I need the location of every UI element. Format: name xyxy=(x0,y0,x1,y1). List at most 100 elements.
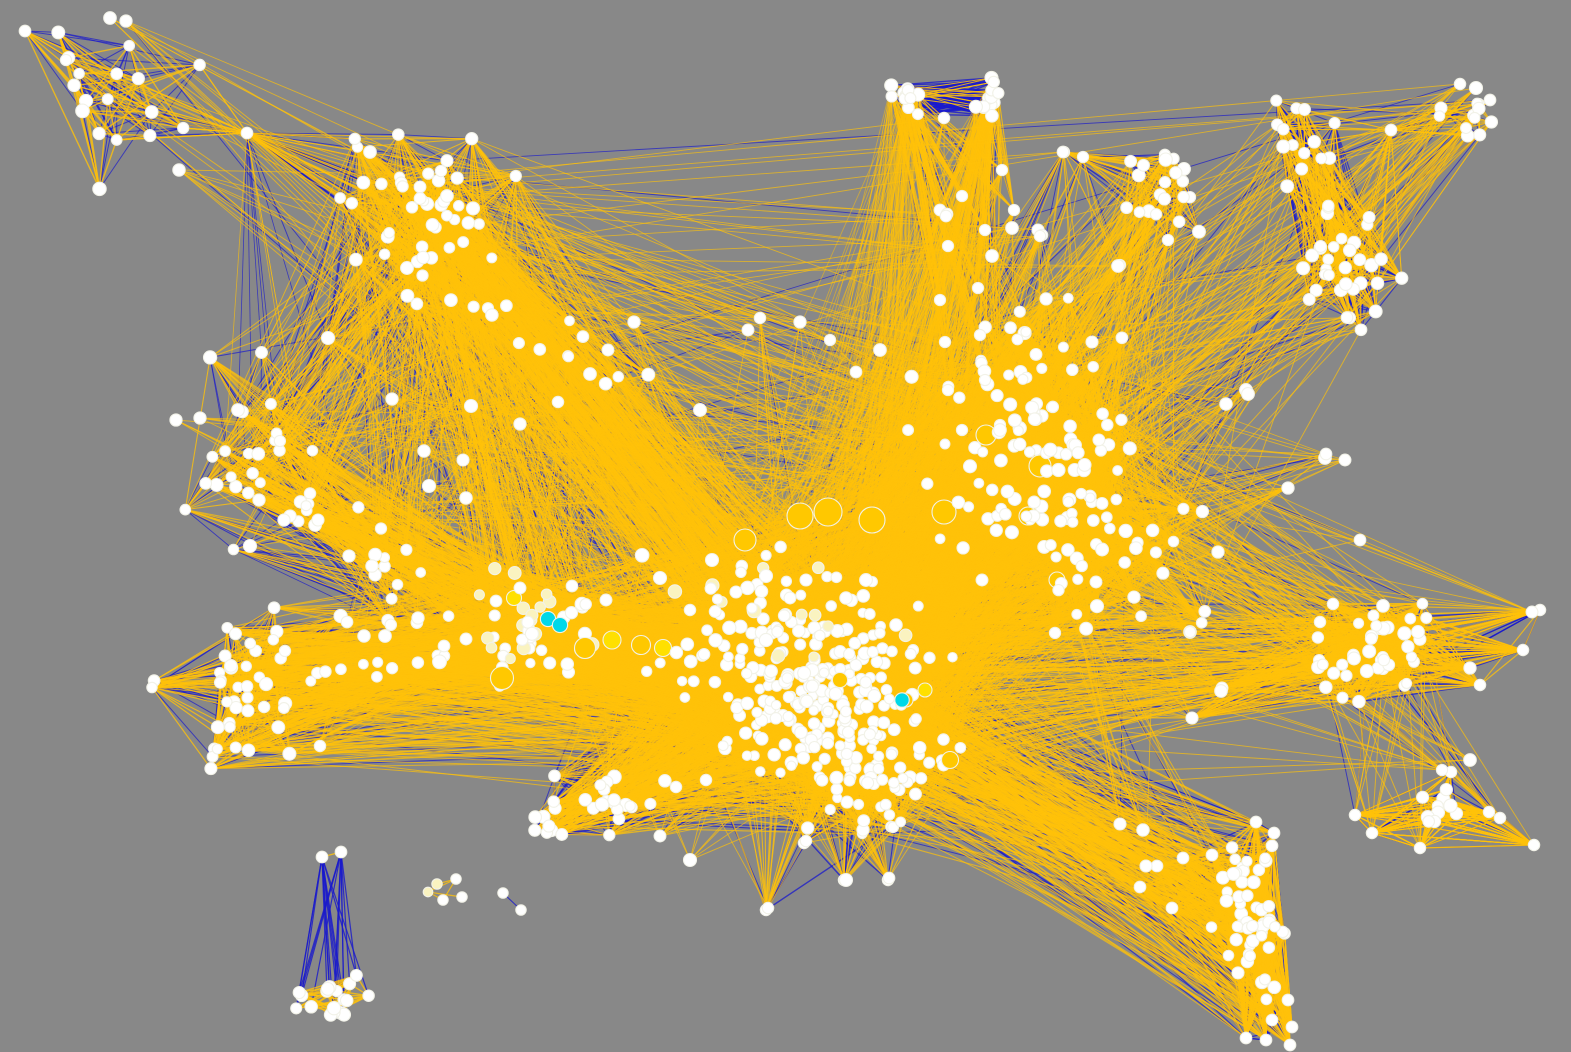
graph-node[interactable] xyxy=(683,603,697,617)
graph-node[interactable] xyxy=(808,740,821,754)
graph-node[interactable] xyxy=(1059,448,1073,461)
graph-node[interactable] xyxy=(874,627,886,639)
graph-node[interactable] xyxy=(775,767,786,778)
graph-node[interactable] xyxy=(521,615,535,629)
graph-node[interactable] xyxy=(1061,543,1075,557)
graph-node[interactable] xyxy=(828,686,843,701)
graph-node[interactable] xyxy=(1463,753,1477,767)
graph-node[interactable] xyxy=(885,748,898,761)
graph-node[interactable] xyxy=(931,499,957,525)
graph-node[interactable] xyxy=(1482,805,1496,819)
graph-node[interactable] xyxy=(885,90,898,103)
graph-node[interactable] xyxy=(1063,419,1077,433)
graph-node[interactable] xyxy=(1342,243,1357,258)
graph-node[interactable] xyxy=(902,424,915,437)
graph-node[interactable] xyxy=(1087,360,1099,373)
graph-node[interactable] xyxy=(396,180,409,193)
graph-node[interactable] xyxy=(1241,889,1254,902)
graph-node[interactable] xyxy=(1401,640,1415,654)
graph-node[interactable] xyxy=(912,740,927,755)
graph-node[interactable] xyxy=(1364,632,1378,645)
graph-node[interactable] xyxy=(1037,484,1052,499)
graph-node[interactable] xyxy=(227,543,240,556)
graph-node[interactable] xyxy=(583,367,597,381)
graph-node[interactable] xyxy=(1525,605,1539,619)
graph-node[interactable] xyxy=(813,497,843,527)
graph-node[interactable] xyxy=(883,693,895,705)
graph-node[interactable] xyxy=(1104,522,1116,535)
graph-node[interactable] xyxy=(456,453,470,467)
graph-node[interactable] xyxy=(1307,135,1321,149)
graph-node[interactable] xyxy=(1051,462,1066,478)
graph-node[interactable] xyxy=(1241,855,1253,867)
graph-node[interactable] xyxy=(110,134,123,146)
graph-node[interactable] xyxy=(467,300,480,313)
graph-node[interactable] xyxy=(1003,397,1018,412)
graph-node[interactable] xyxy=(937,733,950,746)
graph-node[interactable] xyxy=(1011,333,1024,346)
graph-node[interactable] xyxy=(985,249,999,263)
graph-node[interactable] xyxy=(257,700,271,714)
graph-node[interactable] xyxy=(334,845,348,859)
graph-node[interactable] xyxy=(358,658,369,670)
graph-node[interactable] xyxy=(143,129,157,143)
graph-node[interactable] xyxy=(340,615,354,629)
graph-node[interactable] xyxy=(895,816,907,828)
graph-node[interactable] xyxy=(383,227,395,239)
graph-node[interactable] xyxy=(912,600,924,612)
graph-node[interactable] xyxy=(669,645,684,660)
graph-node[interactable] xyxy=(831,671,849,689)
graph-node[interactable] xyxy=(781,672,794,684)
graph-node[interactable] xyxy=(273,434,287,448)
graph-node[interactable] xyxy=(1110,493,1123,506)
graph-node[interactable] xyxy=(973,477,985,489)
graph-node[interactable] xyxy=(993,423,1007,437)
graph-node[interactable] xyxy=(1133,880,1147,894)
graph-node[interactable] xyxy=(858,506,886,534)
graph-node[interactable] xyxy=(853,798,865,810)
graph-node[interactable] xyxy=(815,773,829,787)
graph-node[interactable] xyxy=(1319,680,1333,694)
graph-node[interactable] xyxy=(811,761,823,773)
graph-node[interactable] xyxy=(904,647,917,660)
graph-node[interactable] xyxy=(547,795,560,808)
graph-node[interactable] xyxy=(211,743,223,755)
graph-node[interactable] xyxy=(349,968,363,982)
graph-node[interactable] xyxy=(415,567,427,578)
graph-node[interactable] xyxy=(755,766,766,777)
graph-node[interactable] xyxy=(131,71,145,86)
graph-node[interactable] xyxy=(320,330,336,346)
graph-node[interactable] xyxy=(1092,433,1106,447)
graph-node[interactable] xyxy=(939,438,951,450)
graph-node[interactable] xyxy=(704,582,718,595)
graph-node[interactable] xyxy=(1226,866,1241,881)
graph-node[interactable] xyxy=(953,391,966,404)
graph-node[interactable] xyxy=(941,239,955,253)
graph-node[interactable] xyxy=(1085,335,1099,349)
graph-node[interactable] xyxy=(334,192,346,204)
graph-node[interactable] xyxy=(193,411,207,425)
graph-node[interactable] xyxy=(1309,283,1323,297)
graph-node[interactable] xyxy=(1052,583,1065,597)
graph-node[interactable] xyxy=(179,503,192,516)
graph-node[interactable] xyxy=(1416,597,1429,610)
graph-node[interactable] xyxy=(437,894,449,906)
graph-node[interactable] xyxy=(739,726,753,740)
graph-node[interactable] xyxy=(834,740,846,752)
graph-node[interactable] xyxy=(693,403,707,417)
graph-node[interactable] xyxy=(723,651,734,663)
graph-node[interactable] xyxy=(1158,152,1173,167)
graph-node[interactable] xyxy=(246,467,259,480)
graph-node[interactable] xyxy=(224,659,238,673)
graph-node[interactable] xyxy=(1397,626,1412,641)
graph-node[interactable] xyxy=(603,828,616,842)
graph-node[interactable] xyxy=(654,657,666,669)
graph-node[interactable] xyxy=(452,200,465,212)
graph-node[interactable] xyxy=(465,201,481,216)
graph-node[interactable] xyxy=(669,780,683,794)
graph-node[interactable] xyxy=(985,108,999,123)
graph-node[interactable] xyxy=(1244,950,1256,963)
graph-node[interactable] xyxy=(1003,369,1015,381)
graph-node[interactable] xyxy=(1017,373,1029,385)
graph-node[interactable] xyxy=(708,605,722,618)
